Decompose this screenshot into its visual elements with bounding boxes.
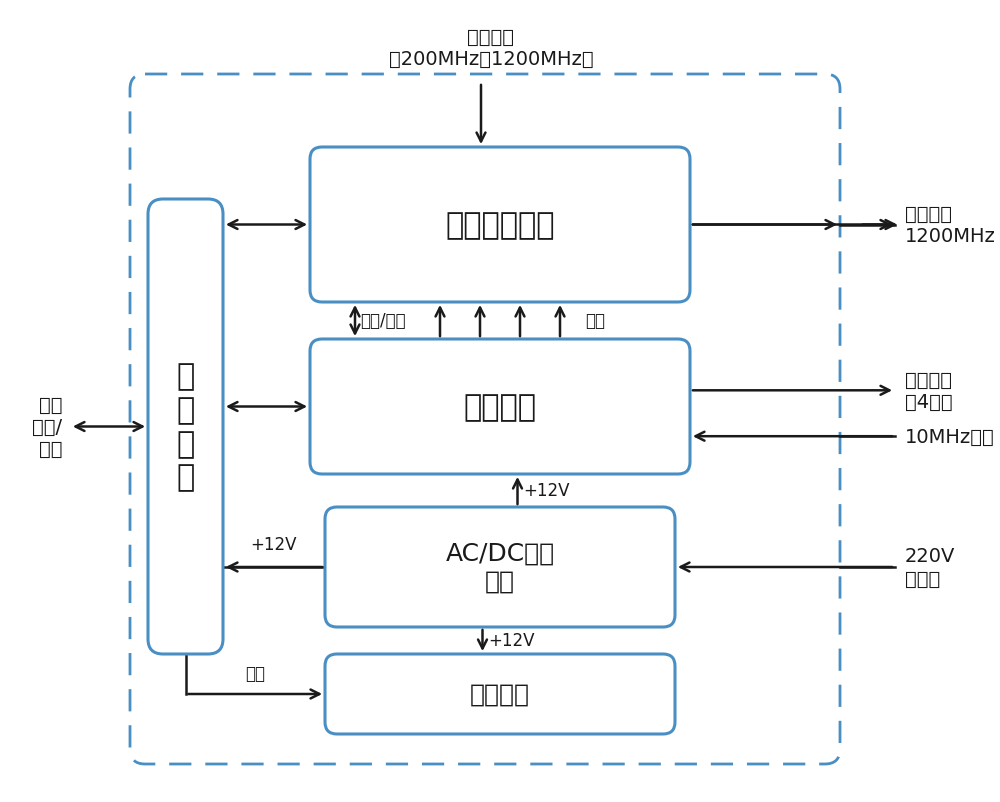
Text: 220V
交流电: 220V 交流电 [905,547,955,588]
Text: +12V: +12V [488,632,535,650]
FancyBboxPatch shape [310,148,690,302]
FancyBboxPatch shape [148,200,223,654]
Text: 控制: 控制 [245,664,265,683]
FancyBboxPatch shape [325,654,675,734]
FancyBboxPatch shape [310,339,690,475]
FancyBboxPatch shape [325,508,675,627]
Text: 控制/电源: 控制/电源 [360,312,406,330]
Text: +12V: +12V [524,482,570,500]
Text: 散热单元: 散热单元 [470,683,530,706]
Text: 本振监测
（4路）: 本振监测 （4路） [905,371,953,411]
Text: 频综单元: 频综单元 [464,392,536,422]
Text: AC/DC电源
单元: AC/DC电源 单元 [445,541,555,593]
Text: 本振: 本振 [585,312,605,330]
Text: 10MHz参考: 10MHz参考 [905,427,995,446]
Text: 接收信道单元: 接收信道单元 [445,211,555,240]
Text: +12V: +12V [251,535,297,553]
Text: 中频信号
1200MHz: 中频信号 1200MHz [905,205,996,245]
Text: 射频信号
（200MHz～1200MHz）: 射频信号 （200MHz～1200MHz） [389,28,593,69]
Text: 控制
本控/
远控: 控制 本控/ 远控 [32,395,62,459]
Text: 控
制
单
元: 控 制 单 元 [176,363,195,492]
